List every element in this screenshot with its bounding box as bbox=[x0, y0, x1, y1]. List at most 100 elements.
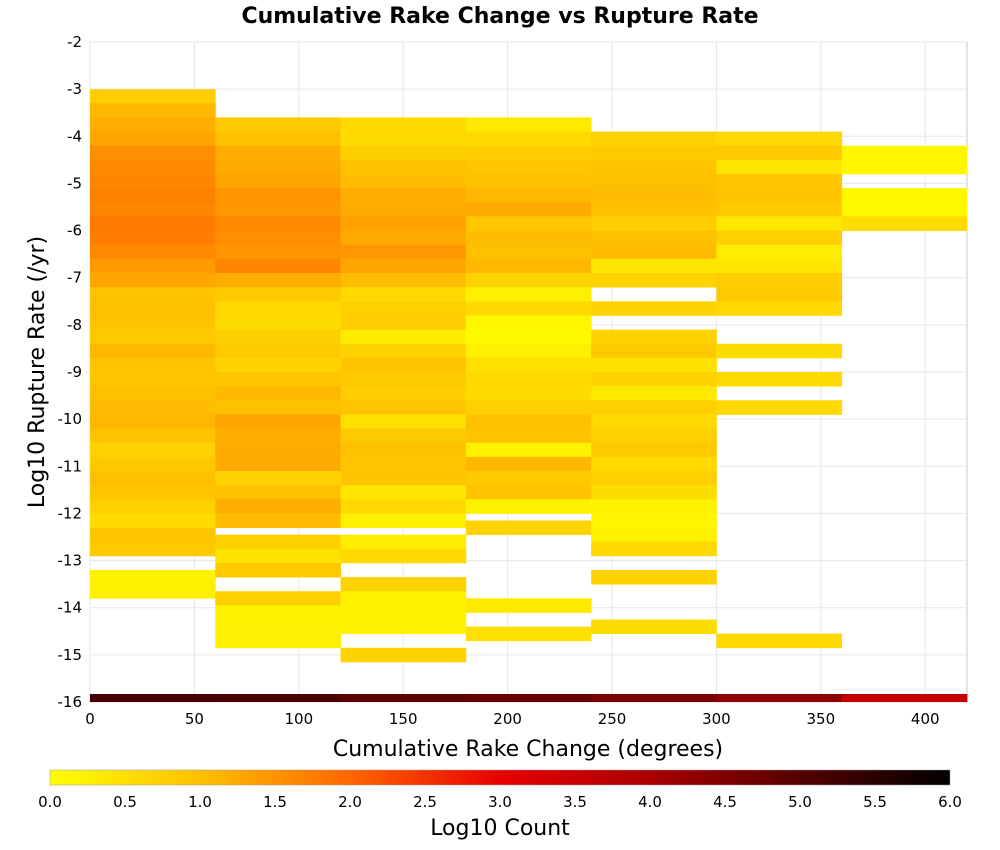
heatmap-cell bbox=[90, 273, 216, 288]
y-tick-label: -11 bbox=[58, 457, 83, 475]
heatmap-cell bbox=[90, 343, 216, 359]
heatmap-cell bbox=[591, 343, 717, 359]
heatmap-cell bbox=[215, 343, 341, 359]
heatmap-cell bbox=[90, 357, 216, 373]
heatmap-cell bbox=[340, 414, 467, 429]
heatmap-cell bbox=[465, 456, 592, 472]
heatmap-cell bbox=[90, 541, 216, 557]
heatmap-strip-cell bbox=[716, 694, 843, 702]
heatmap-cell bbox=[90, 442, 216, 458]
heatmap-cell bbox=[465, 273, 592, 288]
heatmap-cell bbox=[90, 315, 216, 330]
heatmap-cell bbox=[841, 202, 968, 217]
chart-title: Cumulative Rake Change vs Rupture Rate bbox=[241, 4, 758, 29]
heatmap-cell bbox=[215, 605, 341, 620]
heatmap-cell bbox=[591, 400, 717, 415]
y-tick-label: -12 bbox=[58, 504, 83, 522]
heatmap-cell bbox=[716, 343, 843, 359]
heatmap-cell bbox=[340, 605, 467, 620]
heatmap-cell bbox=[340, 159, 467, 175]
heatmap-cell bbox=[465, 117, 592, 132]
heatmap-cell bbox=[215, 188, 341, 203]
heatmap-cell bbox=[90, 499, 216, 514]
heatmap-cell bbox=[215, 230, 341, 246]
y-tick-label: -3 bbox=[67, 80, 82, 98]
heatmap-cell bbox=[340, 188, 467, 203]
heatmap-cell bbox=[90, 188, 216, 203]
heatmap-cell bbox=[591, 442, 717, 458]
x-tick-labels: 0 50 100 150 200 250 300 350 400 bbox=[85, 710, 939, 728]
heatmap-cell bbox=[716, 258, 843, 274]
heatmap-cell bbox=[215, 562, 341, 578]
heatmap-cell bbox=[215, 400, 341, 415]
heatmap-cell bbox=[716, 273, 843, 288]
heatmap-cell bbox=[90, 414, 216, 429]
colorbar-tick-label: 1.5 bbox=[263, 793, 287, 811]
heatmap-strip-cell bbox=[340, 694, 467, 702]
heatmap-cell bbox=[465, 598, 592, 613]
heatmap-cell bbox=[340, 372, 467, 387]
x-tick-label: 100 bbox=[284, 710, 313, 728]
heatmap-cell bbox=[340, 315, 467, 330]
heatmap-cell bbox=[215, 117, 341, 132]
colorbar bbox=[49, 769, 951, 786]
x-tick-label: 0 bbox=[85, 710, 95, 728]
heatmap-cell bbox=[90, 471, 216, 486]
heatmap-cell bbox=[591, 174, 717, 189]
x-tick-label: 400 bbox=[911, 710, 940, 728]
heatmap-cell bbox=[90, 400, 216, 415]
colorbar-label: Log10 Count bbox=[430, 816, 570, 841]
heatmap-strip-cell bbox=[841, 694, 968, 702]
heatmap-cell bbox=[90, 216, 216, 231]
heatmap-cell bbox=[716, 230, 843, 246]
heatmap-cell bbox=[90, 428, 216, 444]
heatmap-cell bbox=[340, 499, 467, 514]
heatmap-cell bbox=[465, 471, 592, 486]
heatmap-cell bbox=[90, 485, 216, 500]
heatmap-cell bbox=[215, 329, 341, 345]
heatmap-cell bbox=[465, 145, 592, 161]
colorbar-tick-label: 2.5 bbox=[413, 793, 437, 811]
heatmap-cell bbox=[340, 577, 467, 592]
heatmap-cell bbox=[340, 117, 467, 132]
heatmap-cell bbox=[340, 258, 467, 274]
heatmap-cell bbox=[215, 357, 341, 373]
heatmap-cell bbox=[591, 329, 717, 345]
y-tick-label: -4 bbox=[67, 127, 82, 145]
heatmap-cell bbox=[90, 230, 216, 246]
heatmap-cell bbox=[340, 329, 467, 345]
heatmap-strip-cell bbox=[465, 694, 592, 702]
heatmap-cell bbox=[90, 145, 216, 161]
heatmap-cell bbox=[465, 216, 592, 231]
heatmap-cell bbox=[716, 301, 843, 316]
colorbar-tick-label: 1.0 bbox=[188, 793, 212, 811]
y-tick-label: -10 bbox=[58, 410, 83, 428]
heatmap-cell bbox=[215, 386, 341, 401]
heatmap-cell bbox=[90, 570, 216, 585]
heatmap-cell bbox=[465, 428, 592, 444]
heatmap-cell bbox=[591, 485, 717, 500]
heatmap-cell bbox=[591, 499, 717, 514]
heatmap-cell bbox=[90, 244, 216, 260]
heatmap-cell bbox=[591, 619, 717, 635]
x-tick-label: 150 bbox=[389, 710, 418, 728]
x-tick-label: 200 bbox=[493, 710, 522, 728]
heatmap-cell bbox=[465, 188, 592, 203]
heatmap-cell bbox=[215, 301, 341, 316]
heatmap-cell bbox=[716, 188, 843, 203]
heatmap-cell bbox=[215, 414, 341, 429]
y-axis-title: Log10 Rupture Rate (/yr) bbox=[25, 236, 50, 508]
heatmap-cell bbox=[215, 131, 341, 147]
heatmap-cell bbox=[591, 258, 717, 274]
heatmap-cell bbox=[90, 386, 216, 401]
x-tick-label: 250 bbox=[598, 710, 627, 728]
heatmap-cell bbox=[591, 244, 717, 260]
heatmap-cell bbox=[90, 584, 216, 599]
heatmap-cell bbox=[591, 216, 717, 231]
heatmap-cell bbox=[340, 428, 467, 444]
colorbar-tick-label: 3.5 bbox=[563, 793, 587, 811]
heatmap-cell bbox=[340, 145, 467, 161]
y-tick-label: -15 bbox=[58, 646, 83, 664]
heatmap-cell bbox=[465, 244, 592, 260]
